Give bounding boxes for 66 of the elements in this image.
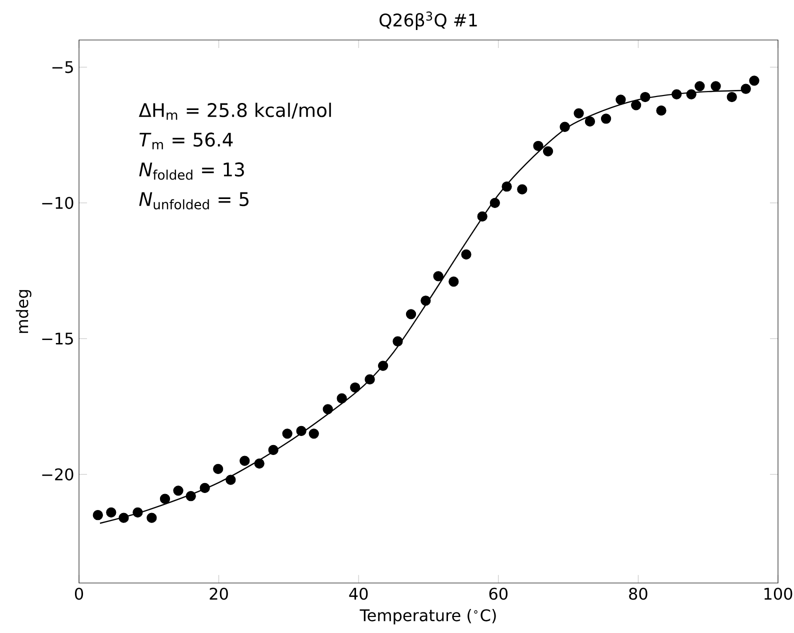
point	[322, 404, 333, 414]
point	[420, 296, 431, 306]
annotation: ΔH$_{m}$ = 25.8 kcal/mol	[138, 102, 331, 120]
annotation: N$_{unfolded}$ = 5	[139, 192, 248, 210]
point	[740, 84, 751, 94]
point	[118, 512, 129, 523]
point	[186, 491, 196, 502]
point	[350, 382, 360, 393]
point	[686, 89, 696, 100]
point	[254, 458, 264, 469]
x-tick-label: 20	[210, 588, 228, 600]
point	[640, 92, 650, 102]
point	[461, 249, 472, 260]
point	[672, 89, 682, 100]
point	[584, 116, 596, 127]
point	[656, 106, 666, 116]
x-tick-label: 60	[489, 588, 508, 600]
x-tick-label: 0	[74, 588, 84, 600]
point	[533, 140, 544, 151]
point	[226, 474, 236, 485]
point	[378, 360, 388, 371]
point	[560, 122, 570, 132]
point	[694, 81, 705, 92]
point	[600, 114, 612, 124]
point	[132, 507, 143, 518]
point	[268, 444, 278, 456]
x-tick-label: 40	[349, 588, 368, 600]
x-tick-label: 100	[764, 588, 792, 600]
point	[282, 428, 292, 439]
point	[477, 211, 488, 222]
point	[200, 482, 210, 494]
y-tick-label: −20	[42, 468, 74, 480]
point	[710, 81, 721, 92]
point	[542, 146, 554, 156]
point	[173, 486, 184, 496]
point	[502, 182, 512, 192]
annotation: N$_{folded}$ = 13	[139, 162, 244, 180]
point	[392, 336, 403, 346]
point	[726, 92, 737, 102]
y-axis-title: mdeg	[16, 290, 32, 333]
point	[406, 309, 416, 320]
y-tick-label: −15	[42, 332, 73, 345]
point	[106, 507, 116, 518]
x-tick-label: 80	[629, 588, 648, 600]
chart-title: Q26β$^{3}$Q #1	[380, 12, 477, 30]
y-tick-label: −10	[42, 196, 74, 209]
point	[308, 428, 319, 439]
point	[490, 198, 500, 208]
point	[146, 512, 157, 523]
point	[448, 276, 459, 287]
point	[574, 108, 584, 118]
point	[160, 494, 170, 504]
y-tick-label: −5	[52, 61, 73, 74]
point	[364, 374, 375, 384]
point	[631, 100, 642, 110]
point	[213, 464, 224, 474]
point	[616, 94, 626, 105]
point	[240, 456, 250, 466]
point	[517, 184, 528, 194]
point	[433, 271, 444, 282]
x-axis-title: Temperature ($^{∘}$C)	[360, 608, 496, 624]
point	[92, 510, 103, 520]
point	[296, 426, 306, 436]
point	[749, 76, 760, 86]
point	[336, 393, 347, 404]
annotation: T$_{m}$ = 56.4	[139, 132, 233, 150]
